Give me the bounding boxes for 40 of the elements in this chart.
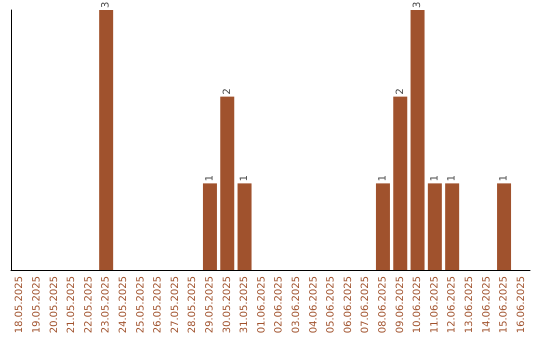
x-tick-label: 21.05.2025 bbox=[66, 276, 78, 334]
x-tick-label: 06.06.2025 bbox=[342, 276, 354, 334]
x-tick-label: 14.06.2025 bbox=[481, 276, 492, 334]
x-tick-label: 16.06.2025 bbox=[516, 276, 527, 334]
data-label: 1 bbox=[429, 174, 440, 182]
x-tick-label: 25.05.2025 bbox=[135, 276, 146, 334]
x-tick-label: 27.05.2025 bbox=[170, 276, 181, 334]
data-label: 1 bbox=[239, 174, 250, 182]
x-tick-label: 18.05.2025 bbox=[14, 276, 26, 334]
x-tick-label: 02.06.2025 bbox=[274, 276, 285, 334]
data-label: 1 bbox=[377, 174, 388, 182]
x-tick-label: 22.05.2025 bbox=[83, 276, 94, 334]
x-tick-label: 07.06.2025 bbox=[360, 276, 372, 334]
data-label: 2 bbox=[394, 88, 406, 95]
data-label: 2 bbox=[222, 88, 233, 95]
x-tick-label: 11.06.2025 bbox=[429, 276, 440, 334]
x-tick-label: 09.06.2025 bbox=[394, 276, 406, 334]
x-tick-label: 23.05.2025 bbox=[100, 276, 112, 334]
x-tick-label: 04.06.2025 bbox=[308, 276, 320, 334]
x-tick-label: 03.06.2025 bbox=[290, 276, 302, 334]
data-label: 3 bbox=[412, 2, 424, 8]
x-tick-label: 12.06.2025 bbox=[446, 276, 458, 334]
x-tick-label: 24.05.2025 bbox=[118, 276, 129, 334]
x-tick-label: 08.06.2025 bbox=[377, 276, 388, 334]
x-tick-label: 29.05.2025 bbox=[204, 276, 216, 334]
x-tick-label: 15.06.2025 bbox=[498, 276, 510, 334]
x-tick-label: 01.06.2025 bbox=[256, 276, 268, 334]
x-tick-label: 28.05.2025 bbox=[187, 276, 198, 334]
x-tick-label: 26.05.2025 bbox=[152, 276, 164, 334]
data-label: 3 bbox=[100, 2, 112, 8]
data-label: 1 bbox=[204, 174, 216, 182]
x-tick-label: 05.06.2025 bbox=[326, 276, 337, 334]
x-tick-label: 31.05.2025 bbox=[239, 276, 250, 334]
data-label: 1 bbox=[446, 174, 458, 182]
data-label: 1 bbox=[498, 174, 510, 182]
x-tick-label: 20.05.2025 bbox=[48, 276, 60, 334]
x-tick-label: 19.05.2025 bbox=[31, 276, 42, 334]
x-tick-label: 10.06.2025 bbox=[412, 276, 424, 334]
x-tick-label: 30.05.2025 bbox=[222, 276, 233, 334]
x-tick-label: 13.06.2025 bbox=[464, 276, 475, 334]
